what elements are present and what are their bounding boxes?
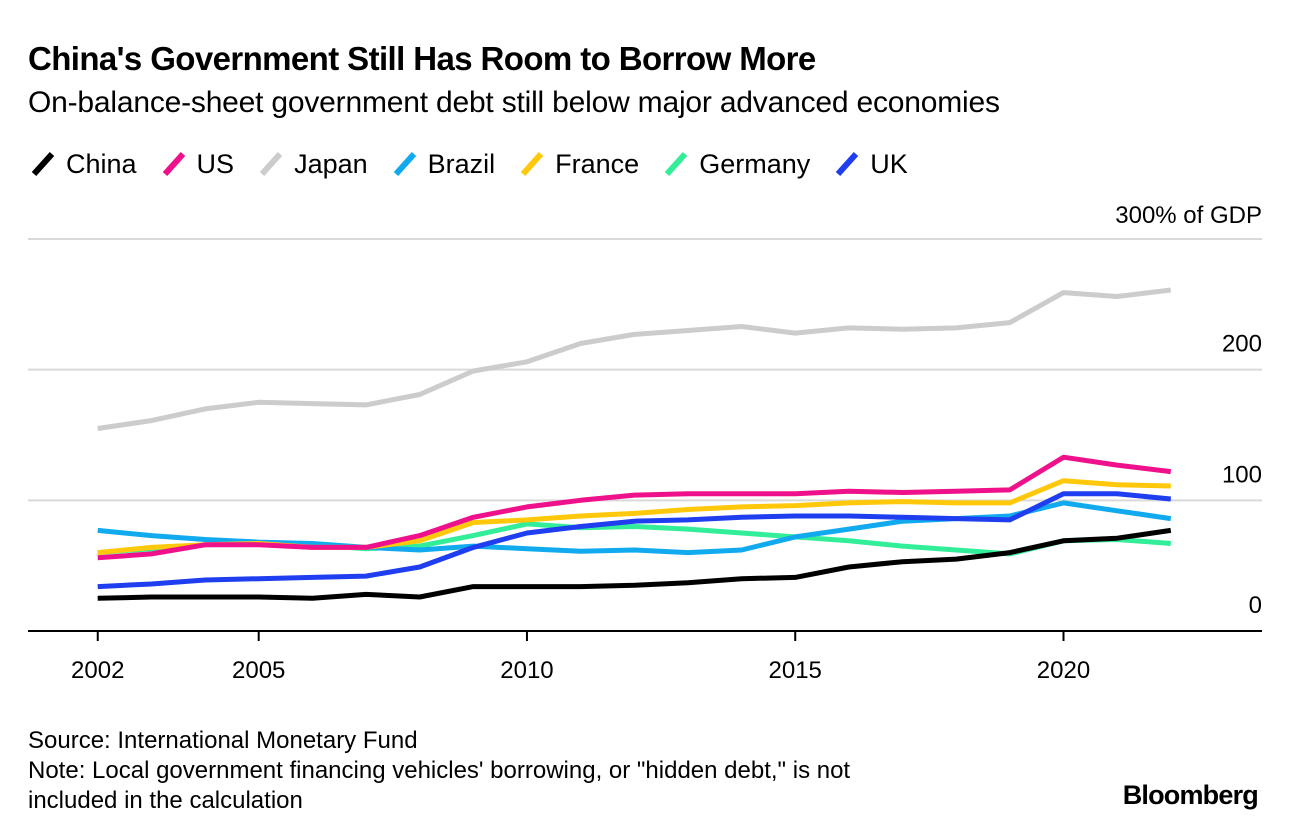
y-axis-ticks: 0 100 200 300% of GDP bbox=[1115, 202, 1262, 619]
x-tick-label-2005: 2005 bbox=[232, 657, 285, 684]
legend-item-brazil: Brazil bbox=[390, 148, 496, 180]
x-tick-label-2020: 2020 bbox=[1037, 657, 1090, 684]
legend-swatch-uk bbox=[836, 151, 859, 177]
bloomberg-logo: Bloomberg bbox=[1122, 780, 1259, 810]
legend-swatch-germany bbox=[664, 151, 688, 177]
legend-swatch-japan bbox=[259, 151, 283, 177]
legend-item-germany: Germany bbox=[661, 149, 810, 180]
legend-label-china: China bbox=[66, 148, 137, 179]
legend-swatch-brazil bbox=[393, 151, 416, 177]
series-line-japan bbox=[97, 287, 1172, 431]
legend-swatch-china bbox=[31, 151, 55, 177]
legend-item-japan: Japan bbox=[256, 149, 368, 180]
x-axis: 2002 2005 2010 2015 2020 bbox=[28, 630, 1262, 684]
legend-swatch-france bbox=[520, 151, 544, 177]
footer-note-line1: Note: Local government financing vehicle… bbox=[28, 757, 851, 784]
x-tick-label-2002: 2002 bbox=[71, 657, 124, 684]
legend-item-uk: UK bbox=[832, 149, 908, 180]
series-line-us bbox=[97, 454, 1172, 561]
gridlines bbox=[28, 238, 1262, 502]
legend-item-france: France bbox=[517, 149, 639, 180]
legend-item-china: China bbox=[28, 149, 137, 180]
legend-label-germany: Germany bbox=[699, 148, 811, 179]
x-tick-label-2015: 2015 bbox=[769, 657, 822, 684]
legend-label-france: France bbox=[555, 148, 640, 179]
series-lines bbox=[97, 287, 1172, 601]
series-line-china bbox=[97, 527, 1172, 601]
y-tick-label-0: 0 bbox=[1249, 592, 1262, 619]
legend-label-uk: UK bbox=[870, 148, 908, 179]
chart-subtitle: On-balance-sheet government debt still b… bbox=[28, 86, 1000, 119]
legend-label-brazil: Brazil bbox=[427, 148, 496, 179]
y-tick-label-100: 100 bbox=[1222, 461, 1262, 488]
x-tick-label-2010: 2010 bbox=[500, 657, 553, 684]
series-line-uk bbox=[97, 491, 1172, 590]
y-tick-label-300: 300% of GDP bbox=[1115, 202, 1262, 229]
footer-source: Source: International Monetary Fund bbox=[28, 727, 418, 754]
footer-note-line2: included in the calculation bbox=[28, 787, 303, 814]
chart-title: China's Government Still Has Room to Bor… bbox=[28, 40, 816, 77]
legend-label-us: US bbox=[196, 148, 235, 179]
legend: China US Japan Brazil France Germany UK bbox=[28, 146, 930, 182]
legend-label-japan: Japan bbox=[294, 148, 368, 179]
plot-area: 0 100 200 300% of GDP 2002 2005 2010 2015 2020 bbox=[28, 202, 1262, 684]
legend-swatch-us bbox=[162, 151, 185, 177]
y-tick-label-200: 200 bbox=[1222, 331, 1262, 358]
legend-item-us: US bbox=[159, 148, 235, 180]
